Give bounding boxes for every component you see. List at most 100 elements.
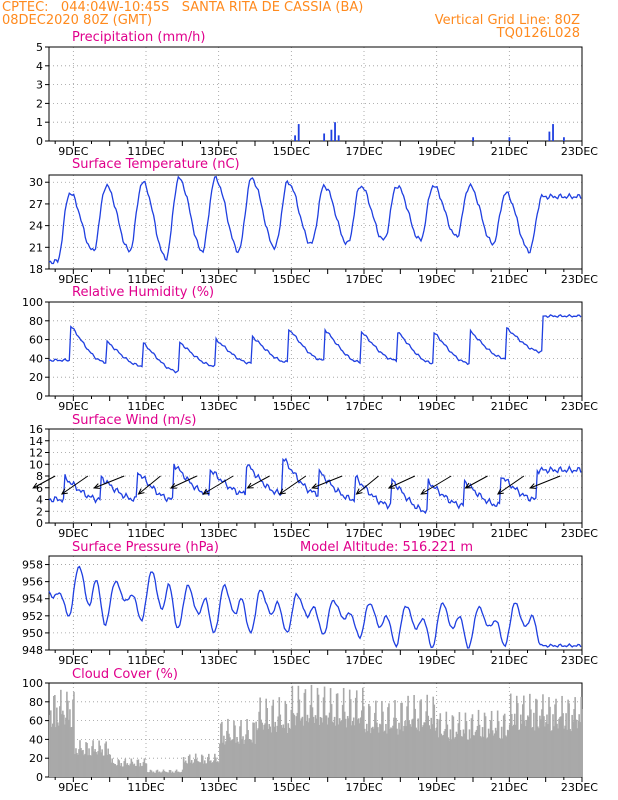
rh-ytick-label: 40	[29, 352, 43, 365]
cloud-bar	[342, 687, 345, 777]
cloud-bar	[538, 728, 540, 777]
cloud-bar	[438, 719, 441, 777]
cloud-bar	[431, 724, 434, 777]
cloud-bar	[190, 760, 193, 777]
rh-xtick-label: 9DEC	[58, 400, 88, 413]
cloud-bar	[540, 719, 542, 777]
pres-frame	[48, 555, 583, 651]
cloud-bar	[500, 726, 503, 777]
cloud-bar	[77, 754, 79, 777]
cloud-bar	[176, 771, 179, 777]
cloud-bar	[211, 762, 213, 777]
cloud-bar	[70, 727, 72, 777]
wind-xtick-label: 19DEC	[418, 527, 455, 540]
cloud-xtick-label: 17DEC	[345, 781, 382, 794]
cloud-bar	[360, 710, 363, 777]
cloud-bar	[435, 727, 438, 777]
cloud-bar	[72, 699, 74, 777]
cloud-bar	[530, 709, 532, 777]
cloud-bar	[404, 720, 406, 777]
cloud-bar	[319, 716, 322, 777]
cloud-bar	[393, 717, 395, 777]
cloud-bar	[357, 718, 360, 777]
cloud-bar	[300, 718, 303, 777]
cloud-bar	[335, 693, 338, 777]
cloud-bar	[105, 741, 107, 777]
cloud-bar	[262, 729, 264, 777]
cloud-bar	[301, 716, 304, 777]
cloud-bar	[118, 760, 121, 777]
cloud-bar	[376, 722, 378, 777]
cloud-bar	[163, 771, 166, 777]
cloud-bar	[197, 761, 200, 777]
precip-bar	[330, 129, 333, 141]
cloud-bar	[316, 687, 319, 777]
cloud-bar	[398, 722, 400, 777]
header-date: 08DEC2020 80Z (GMT)	[2, 13, 153, 28]
cloud-bar	[150, 770, 153, 777]
cloud-bar	[266, 708, 268, 777]
cloud-bar	[101, 749, 103, 777]
cloud-bar	[499, 739, 502, 777]
pres-xtick-label: 15DEC	[273, 654, 310, 667]
cloud-bar	[128, 765, 131, 777]
cloud-bar	[195, 758, 198, 777]
cloud-bar	[89, 755, 91, 777]
cloud-bar	[341, 704, 344, 777]
cloud-bar	[559, 716, 561, 777]
cloud-bar	[462, 729, 465, 777]
cloud-bar	[56, 707, 58, 777]
cloud-bar	[232, 739, 234, 777]
cloud-bar	[290, 709, 293, 777]
cloud-bar	[372, 726, 374, 777]
cloud-bar	[311, 707, 314, 777]
cloud-bar	[502, 715, 505, 777]
cloud-bar	[550, 731, 552, 777]
wind-ytick-label: 2	[36, 505, 43, 518]
wind-ytick-label: 6	[36, 482, 43, 495]
cloud-bar	[274, 721, 277, 777]
pres-title: Surface Pressure (hPa)	[72, 540, 219, 555]
cloud-bar	[509, 693, 512, 777]
cloud-bar	[508, 724, 511, 777]
precip-xtick-label: 23DEC	[561, 145, 598, 158]
cloud-bar	[361, 687, 364, 777]
cloud-bar	[273, 726, 276, 777]
cloud-bar	[293, 714, 296, 777]
cloud-bar	[575, 719, 577, 777]
cloud-bar	[471, 714, 474, 777]
cloud-bar	[463, 733, 466, 777]
cloud-bar	[66, 691, 68, 777]
cloud-bar	[61, 714, 63, 777]
cloud-bar	[399, 729, 401, 777]
precip-bar	[334, 122, 336, 141]
cloud-bar	[206, 763, 208, 777]
cloud-bar	[501, 738, 504, 777]
cloud-bar	[429, 728, 432, 777]
cloud-bar	[428, 725, 431, 777]
cloud-bar	[419, 700, 421, 777]
cloud-bar	[355, 690, 358, 777]
cloud-bar	[247, 730, 249, 777]
wind-vector	[61, 475, 89, 495]
cloud-bar	[76, 752, 78, 777]
cloud-bar	[510, 713, 513, 777]
cloud-bar	[280, 725, 283, 777]
cloud-bar	[168, 769, 171, 777]
cloud-bar	[246, 718, 248, 777]
header-model-id: TQ0126L028	[496, 26, 580, 41]
cloud-bar	[54, 694, 56, 777]
cloud-bar	[371, 727, 373, 777]
rh-xtick-label: 13DEC	[200, 400, 237, 413]
cloud-bar	[425, 711, 427, 777]
cloud-bar	[504, 735, 507, 777]
cloud-bar	[279, 714, 282, 777]
cloud-bar	[199, 762, 202, 777]
cloud-bar	[283, 728, 286, 777]
cloud-bar	[563, 728, 565, 777]
cloud-bar	[138, 766, 141, 777]
precip-bar	[552, 124, 554, 141]
cloud-ytick-label: 40	[29, 733, 43, 746]
cloud-bar	[102, 755, 104, 777]
cloud-bar	[313, 722, 316, 777]
